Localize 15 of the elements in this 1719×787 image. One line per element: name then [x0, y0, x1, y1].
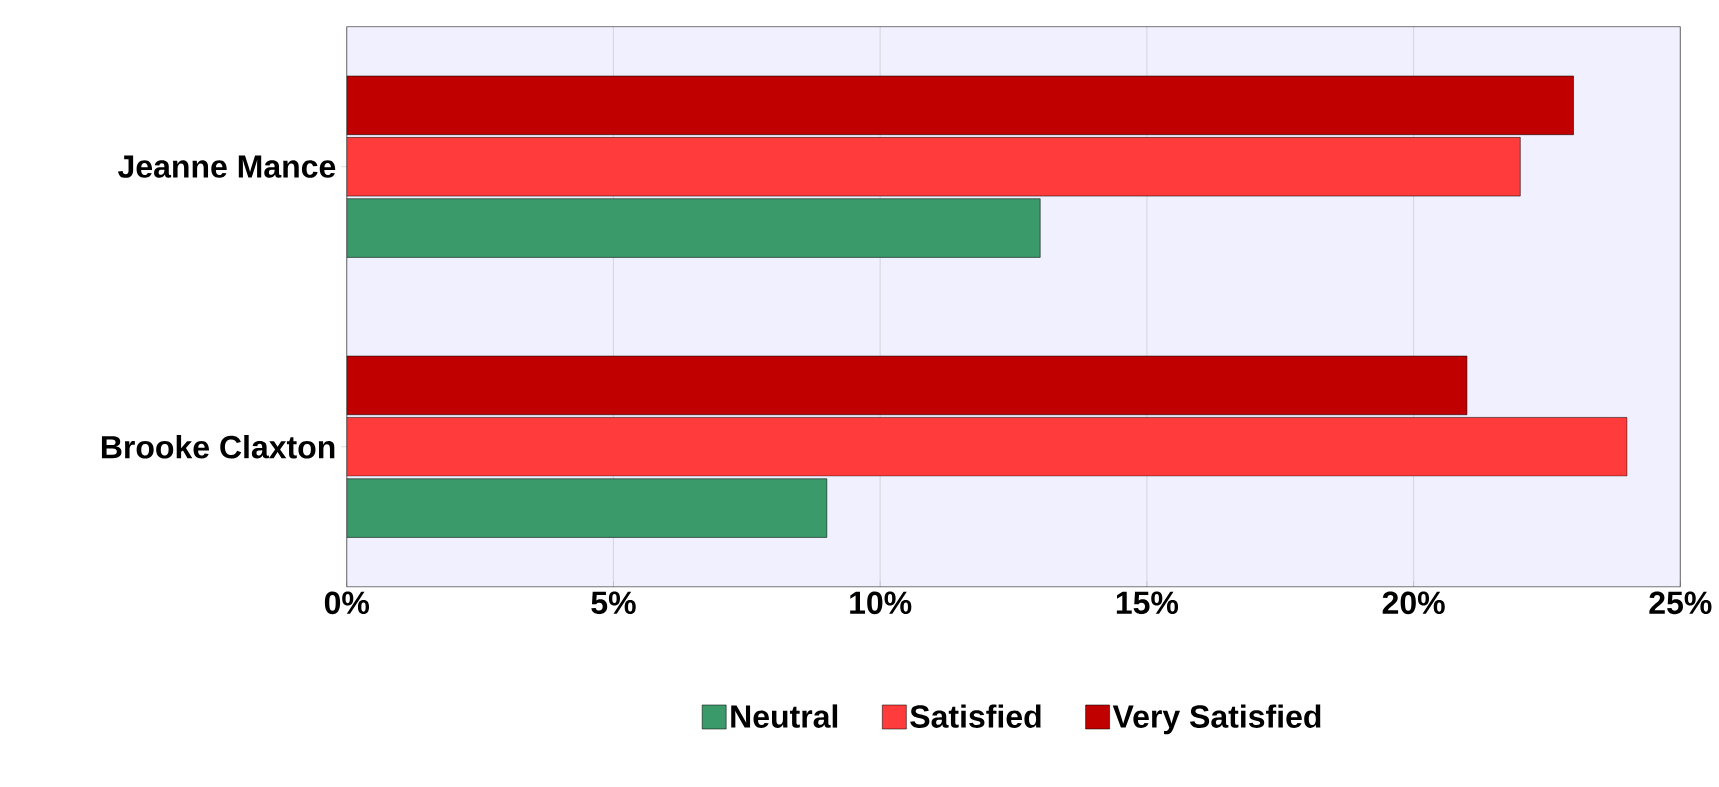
bar [346, 417, 1628, 477]
y-tick-label: Brooke Claxton [101, 435, 335, 459]
bar [346, 355, 1468, 416]
legend-label: Satisfied [910, 704, 1041, 728]
x-tick-label: 10% [850, 591, 912, 615]
legend-label: Neutral [731, 704, 838, 728]
x-tick-label: 20% [1382, 591, 1445, 615]
x-tick-label: 15% [1116, 591, 1179, 615]
x-tick-label: 5% [591, 591, 636, 615]
legend-label: Very Satisfied [1112, 704, 1321, 735]
y-tick-label: Jeanne Mance [118, 155, 336, 178]
bar [346, 478, 828, 538]
x-tick-label: 25% [1649, 591, 1712, 615]
bar [346, 75, 1574, 136]
x-tick-label: 0% [324, 591, 370, 615]
